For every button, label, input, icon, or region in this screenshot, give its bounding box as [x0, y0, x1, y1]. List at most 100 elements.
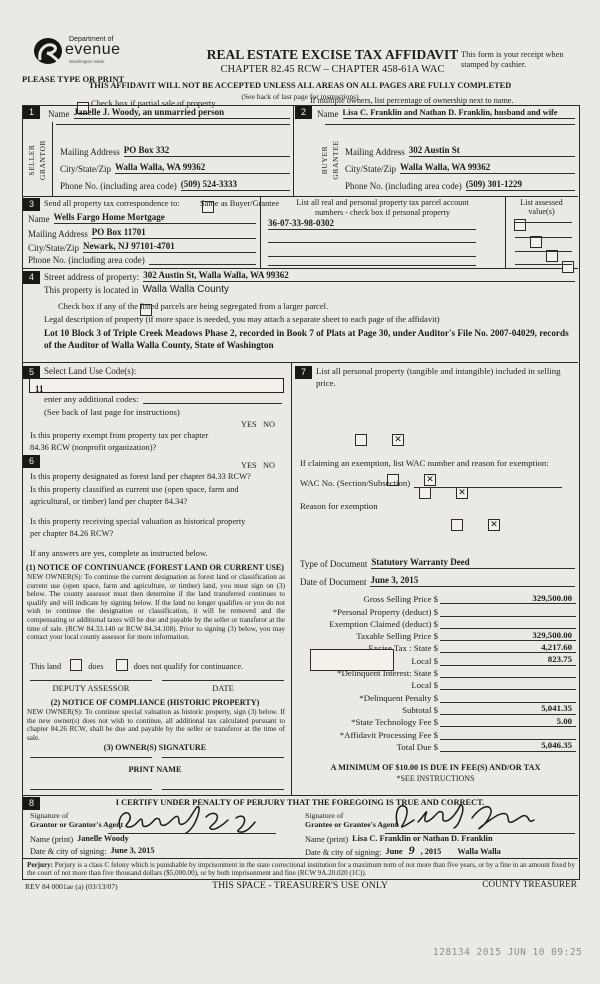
- financial-row-total-due[interactable]: Total Due $5,046.35: [298, 740, 576, 752]
- if-yes-instruction: If any answers are yes, complete as inst…: [30, 549, 208, 558]
- additional-codes-field[interactable]: enter any additional codes:: [44, 394, 282, 404]
- grantor-name-print-field[interactable]: Name (print) Janelle Woody: [30, 834, 129, 844]
- land-does-checkbox[interactable]: [70, 659, 83, 671]
- financial-row-delinquent-penalty[interactable]: *Delinquent Penalty $: [298, 690, 576, 703]
- grantor-date-city-field[interactable]: Date & city of signing: June 3, 2015: [30, 846, 155, 856]
- grantee-agent-label: Grantee or Grantee's Agent: [305, 820, 398, 829]
- wac-number-field[interactable]: WAC No. (Section/Subsection): [300, 478, 562, 488]
- notice2-body: NEW OWNER(S): To continue special valuat…: [27, 708, 285, 742]
- section6-number: 6: [23, 455, 40, 468]
- warning-line: THIS AFFIDAVIT WILL NOT BE ACCEPTED UNLE…: [88, 81, 512, 90]
- parcel-header-line1: List all real and personal property tax …: [296, 198, 469, 207]
- land-does-not-checkbox[interactable]: [115, 659, 128, 671]
- buyer-mailing-field[interactable]: Mailing Address 302 Austin St: [345, 145, 575, 157]
- correspondence-name-field[interactable]: Name Wells Fargo Home Mortgage: [28, 212, 256, 224]
- land-use-code-input[interactable]: 11: [29, 378, 284, 394]
- s6-q3-yes-checkbox[interactable]: [451, 519, 463, 531]
- correspondence-mailing-field[interactable]: Mailing Address PO Box 11701: [28, 227, 256, 239]
- seller-phone-field[interactable]: Phone No. (including area code) (509) 52…: [60, 179, 290, 191]
- assessed-line-4[interactable]: [515, 264, 572, 265]
- deputy-date-line[interactable]: [162, 680, 284, 681]
- deputy-assessor-sig-line[interactable]: [30, 680, 152, 681]
- grantee-handwritten-day: 9: [408, 843, 415, 857]
- logo-department-of: Department of: [69, 36, 114, 43]
- form-subtitle: CHAPTER 82.45 RCW – CHAPTER 458-61A WAC: [220, 64, 445, 75]
- parcel-line-4[interactable]: [268, 265, 476, 266]
- partial-sale-label: Check box if partial sale of property: [91, 98, 216, 108]
- county-treasurer-label: COUNTY TREASURER: [482, 880, 577, 890]
- s6-q3-no-checkbox[interactable]: [488, 519, 500, 531]
- assessed-line-3[interactable]: [515, 251, 572, 252]
- seller-mailing-field[interactable]: Mailing Address PO Box 332: [60, 145, 290, 157]
- located-in-field[interactable]: This property is located in Walla Walla …: [44, 284, 229, 295]
- deputy-date-label: DATE: [212, 683, 234, 693]
- see-instructions-note: *SEE INSTRUCTIONS: [396, 774, 475, 783]
- s6-yes-header: YES: [241, 461, 257, 470]
- correspondence-csz-field[interactable]: City/State/Zip Newark, NJ 97101-4701: [28, 241, 256, 253]
- s6-q2-no-checkbox[interactable]: [456, 487, 468, 499]
- treasurer-local-box: [310, 649, 394, 671]
- financial-row-affidavit-fee[interactable]: *Affidavit Processing Fee $: [298, 727, 576, 740]
- parcel-line-3[interactable]: [268, 256, 476, 257]
- financial-row-gross[interactable]: Gross Selling Price $329,500.00: [298, 592, 576, 605]
- street-address-field[interactable]: Street address of property: 302 Austin S…: [44, 270, 575, 282]
- s6-q2-yes-checkbox[interactable]: [419, 487, 431, 499]
- s6-q1-no-checkbox[interactable]: [424, 474, 436, 486]
- assessed-line-1[interactable]: [515, 222, 572, 223]
- print-name-line-1[interactable]: [30, 789, 152, 790]
- certify-statement: I CERTIFY UNDER PENALTY OF PERJURY THAT …: [115, 798, 485, 807]
- parcel-personal-checkbox-1[interactable]: [514, 219, 526, 231]
- divider-left-right-columns: [291, 362, 292, 795]
- parcel-line-2[interactable]: [268, 242, 476, 243]
- this-land-row: This land does does not qualify for cont…: [30, 659, 243, 671]
- financial-row-subtotal[interactable]: Subtotal $5,041.35: [298, 703, 576, 715]
- type-of-document-field[interactable]: Type of Document Statutory Warranty Deed: [300, 557, 575, 569]
- financial-row-delinquent-interest-state[interactable]: *Delinquent Interest: State $: [298, 666, 576, 679]
- see-back-note: (See back of last page for instructions): [241, 92, 359, 101]
- grantee-date-city-field[interactable]: Date & city of signing: June 9, 2015 Wall…: [305, 843, 501, 857]
- same-as-buyer-checkbox[interactable]: [202, 201, 214, 213]
- owner-sig-line-1[interactable]: [30, 757, 152, 758]
- financial-row-local[interactable]: Local $823.75: [298, 653, 576, 666]
- buyer-csz-field[interactable]: City/State/Zip Walla Walla, WA 99362: [345, 162, 575, 174]
- section5-number: 5: [23, 366, 40, 379]
- assessed-line-2[interactable]: [515, 237, 572, 238]
- financial-row-excise-state[interactable]: Excise Tax : State $4,217.60: [298, 641, 576, 654]
- buyer-ownership-line[interactable]: [325, 124, 575, 125]
- seller-name-field[interactable]: Name Janelle J. Woody, an unmarried pers…: [48, 107, 290, 119]
- exempt-question-line1: Is this property exempt from property ta…: [30, 431, 209, 440]
- treasurer-use-only-label: THIS SPACE - TREASURER'S USE ONLY: [212, 880, 388, 891]
- financial-row-taxable[interactable]: Taxable Selling Price $329,500.00: [298, 629, 576, 642]
- s5-yes-checkbox[interactable]: [355, 434, 367, 446]
- s5-yes-header: YES: [241, 420, 257, 429]
- financial-row-state-tech-fee[interactable]: *State Technology Fee $5.00: [298, 715, 576, 728]
- legal-description-text: Lot 10 Block 3 of Triple Creek Meadows P…: [44, 328, 569, 350]
- multiple-owners-note: If multiple owners, list percentage of o…: [310, 96, 514, 105]
- financial-row-exemption-claimed[interactable]: Exemption Claimed (deduct) $: [298, 617, 576, 629]
- s6-q1-yes-checkbox[interactable]: [387, 474, 399, 486]
- parcel-personal-checkbox-3[interactable]: [546, 250, 558, 262]
- parcel-personal-checkbox-2[interactable]: [530, 236, 542, 248]
- date-of-document-field[interactable]: Date of Document June 3, 2015: [300, 575, 575, 587]
- divider-s3-s4: [22, 268, 578, 269]
- historical-question-line1: Is this property receiving special valua…: [30, 517, 246, 526]
- correspondence-phone-field[interactable]: Phone No. (including area code): [28, 255, 256, 265]
- buyer-phone-field[interactable]: Phone No. (including area code) (509) 30…: [345, 179, 575, 191]
- buyer-name-field[interactable]: Name Lisa C. Franklin and Nathan D. Fran…: [317, 107, 575, 119]
- parcel-number-field[interactable]: 36-07-33-98-0302: [268, 218, 476, 230]
- print-name-line-2[interactable]: [162, 789, 284, 790]
- owner-sig-line-2[interactable]: [162, 757, 284, 758]
- seller-ownership-line[interactable]: [56, 124, 290, 125]
- financial-row-delinquent-local[interactable]: Local $: [298, 678, 576, 691]
- grantor-signature: [118, 805, 256, 834]
- exemption-note: If claiming an exemption, list WAC numbe…: [300, 458, 549, 468]
- grantee-name-print-field[interactable]: Name (print) Lisa C. Franklin or Nathan …: [305, 834, 493, 844]
- grantor-signature-line[interactable]: [108, 833, 276, 834]
- financial-row-personal-property[interactable]: *Personal Property (deduct) $: [298, 604, 576, 617]
- buyer-grantee-side-label: BUYER GRANTEE: [320, 140, 340, 180]
- segregated-checkbox[interactable]: [140, 304, 152, 316]
- form-title: REAL ESTATE EXCISE TAX AFFIDAVIT: [206, 47, 459, 62]
- s5-no-checkbox[interactable]: [392, 434, 404, 446]
- seller-csz-field[interactable]: City/State/Zip Walla Walla, WA 99362: [60, 162, 290, 174]
- grantee-signature-line[interactable]: [385, 833, 575, 834]
